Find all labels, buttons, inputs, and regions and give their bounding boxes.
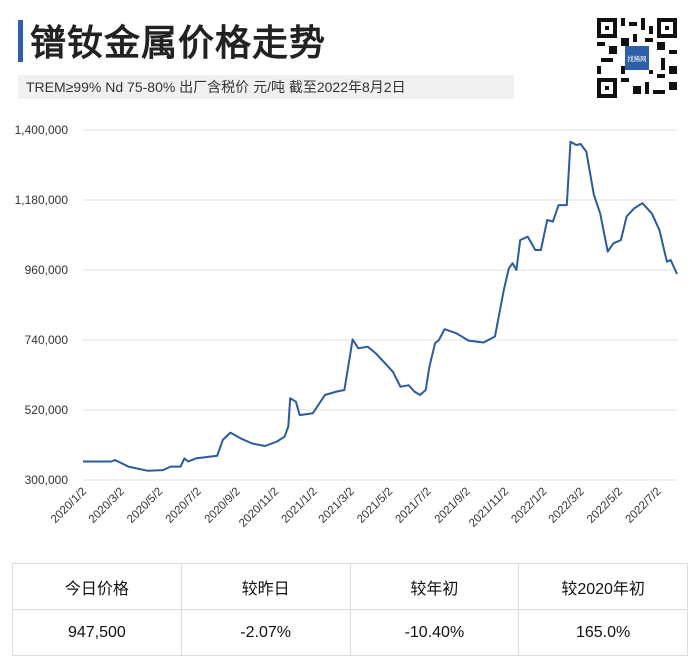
y-tick-label: 520,000: [25, 403, 69, 417]
value-vs-year-start: -10.40%: [349, 609, 520, 656]
value-today-price: 947,500: [12, 609, 182, 656]
header-vs-year-start: 较年初: [349, 563, 520, 610]
price-series-line: [83, 140, 678, 472]
x-tick-label: 2021/3/2: [317, 486, 357, 526]
x-tick-label: 2020/11/2: [237, 486, 281, 530]
header-today-price: 今日价格: [12, 563, 182, 610]
x-tick-label: 2021/5/2: [355, 486, 395, 526]
qr-code-icon: 找稀网: [597, 18, 677, 98]
summary-value-row: 947,500 -2.07% -10.40% 165.0%: [12, 609, 688, 656]
x-tick-label: 2021/11/2: [467, 486, 511, 530]
summary-header-row: 今日价格 较昨日 较年初 较2020年初: [12, 563, 688, 610]
summary-table: 今日价格 较昨日 较年初 较2020年初 947,500 -2.07% -10.…: [12, 563, 688, 656]
subtitle: TREM≥99% Nd 75-80% 出厂含税价 元/吨 截至2022年8月2日: [18, 75, 514, 99]
y-tick-label: 960,000: [25, 263, 69, 277]
x-tick-label: 2021/7/2: [394, 486, 434, 526]
page-title: 镨钕金属价格走势: [30, 23, 327, 64]
y-tick-label: 740,000: [25, 333, 69, 347]
x-tick-label: 2022/7/2: [623, 486, 663, 526]
x-tick-label: 2022/5/2: [585, 486, 625, 526]
x-tick-label: 2020/1/2: [49, 486, 89, 526]
x-tick-label: 2021/9/2: [433, 486, 473, 526]
svg-text:找稀网: 找稀网: [627, 54, 646, 63]
x-tick-label: 2022/3/2: [547, 486, 587, 526]
y-tick-label: 1,180,000: [15, 193, 69, 207]
x-tick-label: 2020/5/2: [125, 486, 165, 526]
header-vs-yesterday: 较昨日: [180, 563, 351, 610]
y-tick-label: 300,000: [25, 473, 69, 487]
x-tick-label: 2020/7/2: [164, 486, 204, 526]
value-vs-yesterday: -2.07%: [180, 609, 351, 656]
title-accent-bar: [18, 20, 23, 62]
x-tick-label: 2021/1/2: [280, 486, 320, 526]
x-tick-label: 2020/9/2: [203, 486, 243, 526]
header-vs-2020-start: 较2020年初: [518, 563, 688, 610]
line-chart: 1,400,000 1,180,000 960,000 740,000 520,000 3…: [15, 123, 678, 530]
x-tick-label: 2020/3/2: [87, 486, 127, 526]
x-tick-label: 2022/1/2: [509, 486, 549, 526]
y-tick-label: 1,400,000: [15, 123, 69, 137]
value-vs-2020-start: 165.0%: [518, 609, 688, 656]
